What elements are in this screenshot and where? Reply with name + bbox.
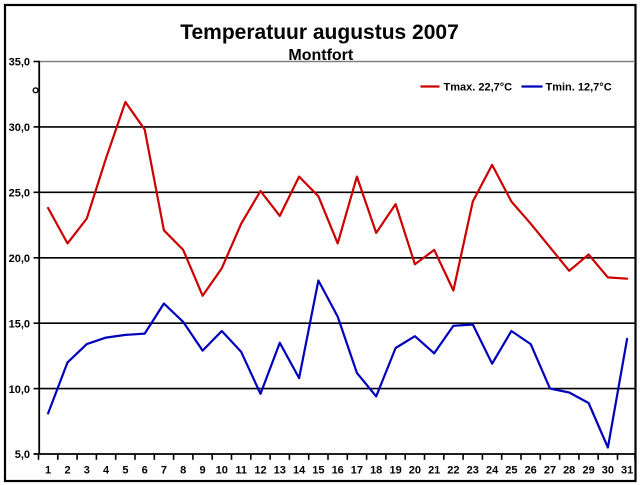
svg-text:9: 9 — [200, 465, 206, 477]
svg-text:35,0: 35,0 — [9, 57, 30, 69]
svg-text:11: 11 — [235, 465, 247, 477]
svg-text:23: 23 — [467, 465, 479, 477]
svg-text:15: 15 — [312, 465, 324, 477]
svg-text:7: 7 — [161, 465, 167, 477]
svg-text:21: 21 — [428, 465, 440, 477]
svg-text:2: 2 — [64, 465, 70, 477]
svg-text:4: 4 — [103, 465, 110, 477]
svg-text:Temperatuur augustus 2007: Temperatuur augustus 2007 — [180, 21, 459, 44]
svg-text:26: 26 — [525, 465, 537, 477]
svg-text:5: 5 — [122, 465, 128, 477]
svg-text:27: 27 — [544, 465, 556, 477]
svg-text:22: 22 — [447, 465, 459, 477]
svg-text:15,0: 15,0 — [9, 318, 30, 330]
svg-text:18: 18 — [370, 465, 382, 477]
svg-text:16: 16 — [332, 465, 344, 477]
svg-text:31: 31 — [621, 465, 633, 477]
svg-text:10: 10 — [216, 465, 228, 477]
svg-text:Tmax. 22,7°C: Tmax. 22,7°C — [444, 81, 513, 93]
svg-text:8: 8 — [180, 465, 186, 477]
svg-text:14: 14 — [293, 465, 306, 477]
svg-text:5,0: 5,0 — [15, 449, 30, 461]
svg-text:20,0: 20,0 — [9, 253, 30, 265]
svg-text:30,0: 30,0 — [9, 122, 30, 134]
svg-text:28: 28 — [563, 465, 575, 477]
svg-text:Tmin. 12,7°C: Tmin. 12,7°C — [546, 81, 612, 93]
svg-text:13: 13 — [274, 465, 286, 477]
svg-text:3: 3 — [84, 465, 90, 477]
svg-text:20: 20 — [409, 465, 421, 477]
svg-text:10,0: 10,0 — [9, 384, 30, 396]
svg-text:1: 1 — [45, 465, 51, 477]
svg-text:30: 30 — [602, 465, 614, 477]
svg-text:25: 25 — [505, 465, 517, 477]
svg-text:24: 24 — [486, 465, 499, 477]
svg-text:12: 12 — [254, 465, 266, 477]
svg-text:25,0: 25,0 — [9, 188, 30, 200]
svg-text:Montfort: Montfort — [288, 47, 354, 64]
svg-text:17: 17 — [351, 465, 363, 477]
svg-text:6: 6 — [142, 465, 148, 477]
svg-text:19: 19 — [389, 465, 401, 477]
svg-text:29: 29 — [582, 465, 594, 477]
